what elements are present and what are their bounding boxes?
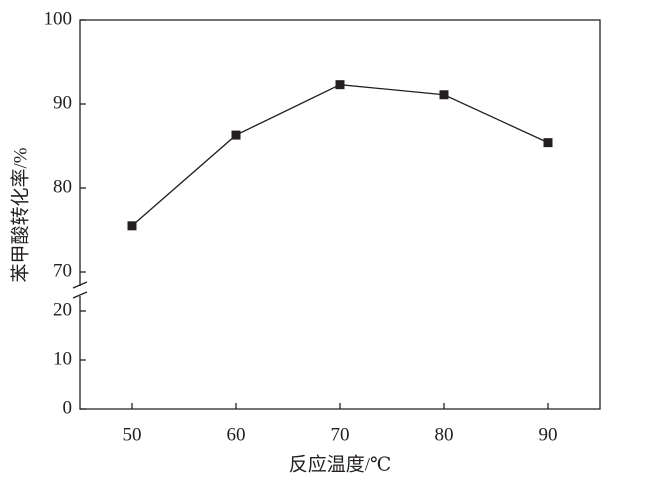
y-tick-label: 90 (53, 92, 72, 113)
point-marker (543, 138, 553, 148)
point-marker (335, 80, 345, 90)
x-tick-label: 90 (539, 424, 558, 445)
y-tick-label: 70 (53, 260, 72, 281)
series-line (131, 84, 549, 227)
y-tick-label: 0 (63, 397, 73, 418)
x-tick-label: 80 (435, 424, 454, 445)
axis-break (72, 281, 88, 289)
y-axis-label: 苯甲酸转化率/% (9, 147, 31, 282)
y-tick-label: 20 (53, 299, 72, 320)
x-tick-label: 60 (227, 424, 246, 445)
point-marker (439, 90, 449, 100)
point-marker (127, 221, 137, 231)
x-tick-label: 70 (331, 424, 350, 445)
point-marker (231, 130, 241, 140)
x-axis-label: 反应温度/℃ (289, 453, 392, 475)
y-tick-label: 10 (53, 348, 72, 369)
axis-break (72, 291, 88, 299)
y-tick-label: 100 (44, 8, 73, 29)
y-tick-label: 80 (53, 176, 72, 197)
x-tick-label: 50 (123, 424, 142, 445)
axis-frame (79, 19, 601, 410)
